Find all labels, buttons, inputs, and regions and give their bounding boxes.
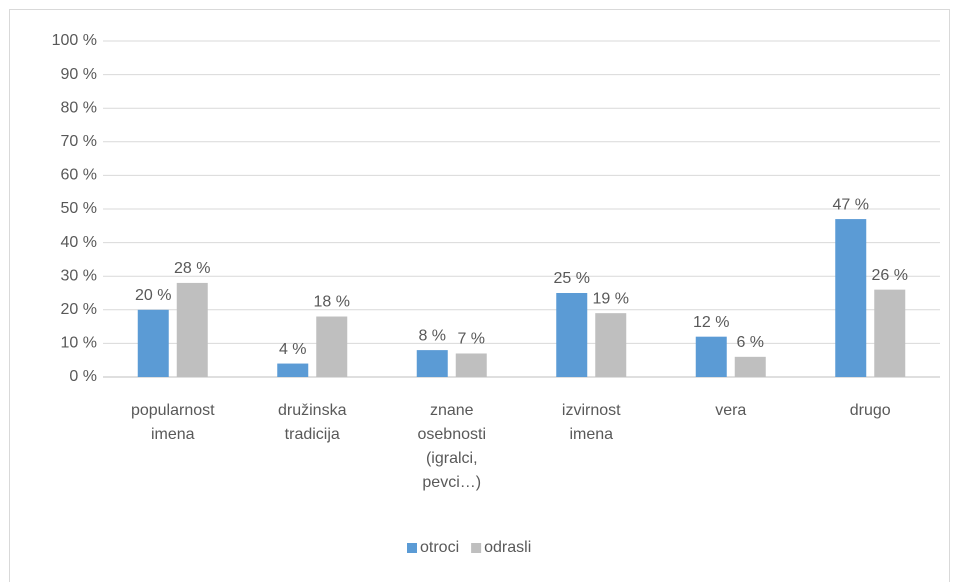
y-tick-label: 50 % xyxy=(61,200,97,217)
x-tick-line: tradicija xyxy=(285,426,340,443)
bar xyxy=(416,350,448,377)
y-tick-label: 20 % xyxy=(61,301,97,318)
data-label: 26 % xyxy=(872,267,908,284)
legend-label: otroci xyxy=(420,539,459,556)
y-tick-label: 70 % xyxy=(61,133,97,150)
bar xyxy=(874,289,906,377)
x-tick-line: vera xyxy=(715,402,746,419)
bar xyxy=(556,293,588,377)
y-tick-label: 60 % xyxy=(61,167,97,184)
legend-label: odrasli xyxy=(484,539,531,556)
chart-border xyxy=(9,9,950,582)
bar xyxy=(595,313,627,377)
bar xyxy=(277,363,309,377)
bar xyxy=(695,336,727,377)
y-tick-label: 80 % xyxy=(61,99,97,116)
bar xyxy=(734,356,766,377)
x-tick-line: znane xyxy=(430,402,474,419)
bar xyxy=(835,219,867,377)
bar xyxy=(176,282,208,377)
y-tick-label: 100 % xyxy=(52,32,97,49)
x-tick-label: znane osebnosti (igralci, pevci…) xyxy=(418,402,487,491)
bar xyxy=(137,309,169,377)
data-label: 18 % xyxy=(314,294,350,311)
data-label: 25 % xyxy=(554,270,590,287)
y-tick-label: 40 % xyxy=(61,234,97,251)
legend-swatch xyxy=(471,543,482,553)
x-tick-line: osebnosti xyxy=(418,426,487,443)
x-tick-label: drugo xyxy=(850,402,891,419)
y-tick-label: 90 % xyxy=(61,66,97,83)
x-tick-line: imena xyxy=(151,426,195,443)
x-tick-line: (igralci, xyxy=(426,450,478,467)
x-tick-line: družinska xyxy=(278,402,347,419)
x-tick-line: imena xyxy=(569,426,613,443)
x-tick-label: izvirnost imena xyxy=(562,402,621,443)
bar xyxy=(455,353,487,377)
y-tick-label: 10 % xyxy=(61,335,97,352)
x-tick-label: popularnost imena xyxy=(131,402,215,443)
data-label: 7 % xyxy=(457,331,485,348)
data-label: 4 % xyxy=(279,341,307,358)
x-tick-line: drugo xyxy=(850,402,891,419)
x-tick-line: izvirnost xyxy=(562,402,621,419)
legend-swatch xyxy=(407,543,417,553)
bar xyxy=(316,316,348,377)
data-label: 47 % xyxy=(833,196,869,213)
data-label: 28 % xyxy=(174,260,210,277)
x-tick-label: družinska tradicija xyxy=(278,402,347,443)
x-tick-line: pevci…) xyxy=(422,474,481,491)
data-label: 19 % xyxy=(593,290,629,307)
x-tick-label: vera xyxy=(715,402,746,419)
y-tick-label: 30 % xyxy=(61,267,97,284)
data-label: 20 % xyxy=(135,287,171,304)
x-tick-line: popularnost xyxy=(131,402,215,419)
y-tick-label: 0 % xyxy=(69,368,97,385)
data-label: 12 % xyxy=(693,314,729,331)
data-label: 6 % xyxy=(736,334,764,351)
data-label: 8 % xyxy=(418,327,446,344)
